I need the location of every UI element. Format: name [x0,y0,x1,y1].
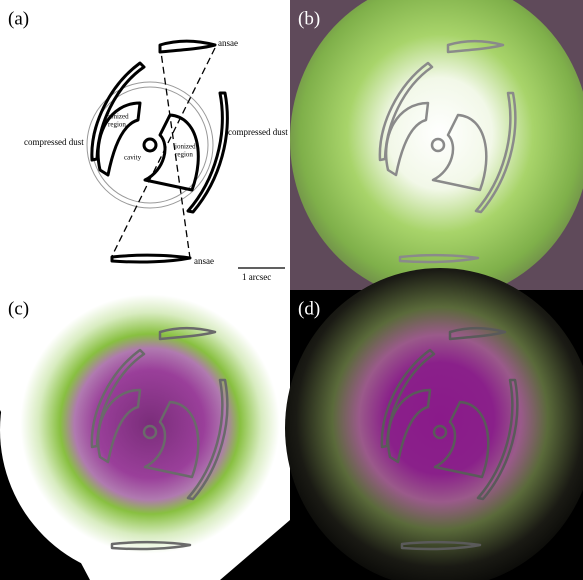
annotation: ionized [108,113,129,121]
panel-label: (d) [298,298,320,319]
panel-d: (d) [285,268,583,580]
annotation: compressed dust [24,137,84,147]
figure: (a) ansae ansae compressed dust compress… [0,0,583,580]
annotation: compressed dust [228,127,288,137]
annotation: region [175,151,193,159]
annotation: ansae [218,38,238,48]
annotation: region [108,121,126,129]
annotation: ansae [194,256,214,266]
panel-c: (c) [0,280,300,580]
nebula [0,280,300,580]
annotation: cavity [124,154,142,162]
annotation: ionized [175,143,196,151]
panel-label: (b) [298,8,320,29]
panel-b: (b) [290,0,583,300]
panel-label: (a) [8,8,29,29]
panel-label: (c) [8,298,29,319]
panel-a: (a) ansae ansae compressed dust compress… [0,0,290,290]
annotation: 1 arcsec [242,272,271,282]
